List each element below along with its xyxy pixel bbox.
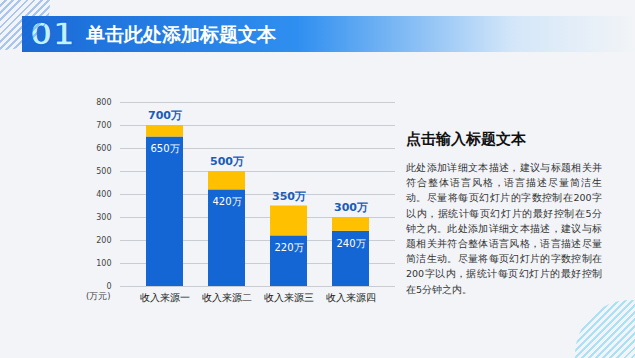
svg-text:420万: 420万: [212, 196, 241, 207]
svg-text:收入来源二: 收入来源二: [202, 292, 252, 303]
html-text:点击输入标题文本: 点击输入标题文本: [406, 130, 526, 148]
svg-text:0: 0: [106, 282, 111, 291]
html-text:01 单击此处添加标题文本: 01 单击此处添加标题文本: [30, 15, 276, 53]
svg-text:收入来源四: 收入来源四: [326, 292, 376, 303]
svg-text:收入来源三: 收入来源三: [264, 292, 314, 303]
html-text:此处添加详细文本描述，建议与标题相关并符合整体语言风格，语言: 此处添加详细文本描述，建议与标题相关并符合整体语言风格，语言描述尽量简洁生动。尽…: [406, 162, 602, 295]
svg-text:200: 200: [96, 236, 111, 245]
svg-text:400: 400: [96, 190, 111, 199]
svg-text:300万: 300万: [334, 201, 368, 214]
svg-text:240万: 240万: [336, 238, 365, 249]
svg-text:500: 500: [96, 167, 111, 176]
svg-text:600: 600: [96, 144, 111, 153]
svg-text:350万: 350万: [272, 190, 306, 203]
svg-text:220万: 220万: [274, 242, 303, 253]
svg-text:100: 100: [96, 259, 111, 268]
svg-text:800: 800: [96, 98, 111, 107]
svg-text:700: 700: [96, 121, 111, 130]
svg-text:700万: 700万: [148, 109, 182, 122]
svg-text:收入来源一: 收入来源一: [140, 292, 190, 303]
svg-text:300: 300: [96, 213, 111, 222]
html-text:(万元): (万元): [86, 291, 111, 301]
svg-text:650万: 650万: [150, 143, 179, 154]
svg-text:500万: 500万: [210, 155, 244, 168]
